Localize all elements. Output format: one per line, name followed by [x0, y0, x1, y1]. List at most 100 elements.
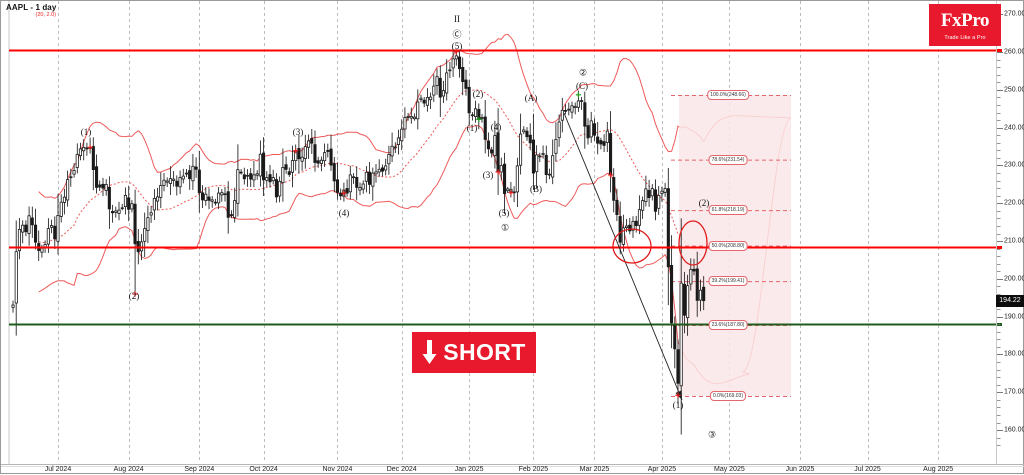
candle-body: [101, 183, 105, 189]
candle-body: [564, 110, 568, 112]
candle-body: [220, 192, 224, 196]
candle-body: [390, 145, 394, 157]
candle-body: [367, 171, 372, 185]
elliott-wave-label: ③: [707, 429, 717, 440]
elliott-wave-label: (C): [576, 81, 588, 91]
fib-level-label: 61.8%(218.19): [708, 205, 748, 216]
candle-body: [560, 109, 564, 121]
candle-body: [245, 174, 250, 177]
candle-body: [284, 164, 288, 170]
candle-body: [339, 192, 343, 197]
candle-body: [570, 105, 574, 113]
candle-body: [95, 166, 99, 188]
candle-body: [493, 135, 497, 157]
elliott-wave-label: (1): [80, 127, 92, 137]
bollinger-middle: [38, 89, 705, 261]
candle-body: [467, 87, 471, 114]
candle-body: [702, 286, 706, 302]
time-axis-tick: Mar 2025: [579, 466, 610, 473]
candle-body: [326, 149, 330, 152]
candle-body: [461, 67, 465, 83]
candle-body: [393, 146, 397, 149]
candle-body: [204, 193, 208, 201]
candle-body: [300, 156, 304, 162]
fxpro-logo: FxPro Trade Like a Pro: [929, 4, 1001, 46]
candle-body: [252, 174, 256, 181]
candle-body: [666, 188, 670, 268]
candle-body: [155, 196, 160, 202]
candle-body: [207, 196, 211, 201]
elliott-wave-label: (3): [292, 127, 304, 137]
candle-body: [380, 167, 384, 172]
candle-body: [454, 55, 458, 60]
short-signal-badge[interactable]: SHORT: [412, 332, 536, 373]
price-axis-tick: 170.00: [1004, 388, 1024, 396]
highlight-ellipses: [612, 220, 708, 266]
time-axis-tick: May 2025: [713, 466, 745, 473]
candle-body: [682, 283, 686, 316]
candle-body: [554, 138, 558, 154]
candle-body: [255, 173, 259, 176]
candle-body: [56, 214, 60, 242]
candle-body: [412, 116, 417, 120]
candle-body: [609, 133, 613, 176]
candle-body: [278, 180, 282, 197]
candle-body: [432, 85, 436, 96]
time-axis-tick: Apr 2025: [647, 466, 677, 473]
candle-body: [618, 216, 622, 243]
candle-body: [583, 102, 587, 127]
candle-body: [502, 163, 507, 194]
elliott-wave-label: ①: [500, 222, 510, 233]
elliott-wave-label: ②: [578, 67, 588, 78]
candle-body: [387, 154, 391, 165]
fib-level-label: 78.6%(231.54): [708, 154, 748, 165]
time-axis-tick: Aug 2025: [923, 466, 954, 473]
candle-body: [602, 141, 606, 146]
time-axis-tick: Feb 2025: [518, 466, 549, 473]
price-axis-tick: 220.00: [1004, 199, 1024, 207]
candle-body: [120, 207, 124, 210]
candle-body: [178, 177, 182, 188]
candle-body: [358, 186, 362, 191]
candle-body: [21, 224, 25, 233]
candle-body: [75, 154, 79, 168]
candle-body: [290, 160, 294, 173]
price-axis-tick: 160.00: [1004, 426, 1024, 434]
candle-body: [425, 97, 429, 106]
arrow-down-icon: [422, 340, 437, 364]
candle-body: [480, 117, 484, 119]
candle-body: [242, 174, 246, 180]
elliott-wave-label: (5): [498, 208, 510, 218]
pivot-markers: [87, 49, 681, 398]
signal-lines: [9, 49, 1002, 326]
fib-level-label: 50.0%(208.80): [708, 240, 748, 251]
candle-body: [528, 134, 532, 144]
candle-body: [599, 140, 603, 145]
candle-body: [223, 193, 227, 196]
price-axis: [997, 7, 1003, 446]
candle-body: [184, 172, 189, 175]
candle-body: [544, 154, 548, 176]
candle-body: [576, 100, 580, 108]
candle-body: [567, 108, 571, 111]
candle-body: [625, 225, 629, 229]
chart-symbol-label: AAPL - 1 day: [6, 3, 57, 12]
candle-body: [448, 69, 452, 72]
candle-body: [451, 58, 455, 69]
candle-body: [229, 214, 234, 216]
indicator-params-label: (20, 2.0): [35, 12, 56, 18]
candle-body: [40, 247, 44, 253]
candle-body: [239, 171, 243, 174]
candle-body: [589, 120, 593, 138]
candle-body: [123, 194, 128, 207]
candle-body: [670, 264, 674, 324]
candle-body: [162, 179, 166, 186]
candle-body: [53, 225, 57, 240]
candle-body: [573, 106, 577, 109]
candle-body: [396, 137, 400, 145]
candle-body: [631, 220, 635, 231]
candle-body: [615, 199, 619, 215]
candle-body: [72, 169, 76, 175]
price-axis-tick: 260.00: [1004, 48, 1024, 56]
